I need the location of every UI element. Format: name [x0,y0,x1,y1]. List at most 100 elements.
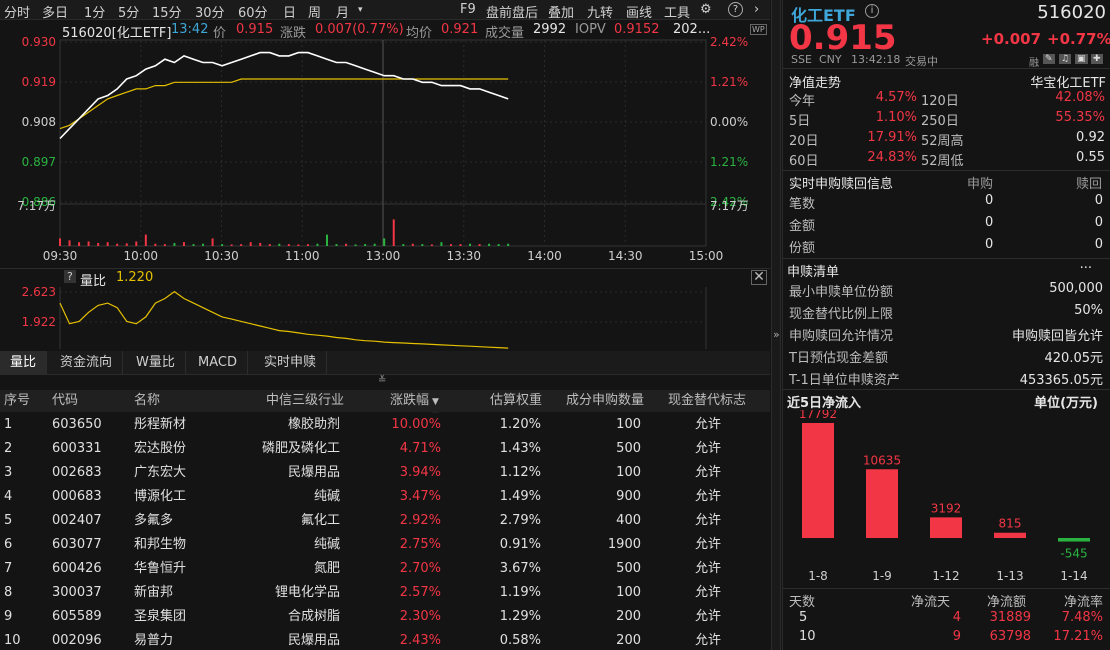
table-row[interactable]: 10 002096 易普力 民爆用品 2.43% 0.58% 200 允许 [0,629,770,650]
period-tab-week[interactable]: 周 [308,6,322,21]
y-right-tick: 0.00% [710,115,748,129]
col-header-industry[interactable]: 中信三级行业 [266,390,345,412]
table-row[interactable]: 1 603650 彤程新材 橡胶助剂 10.00% 1.20% 100 允许 [0,413,770,437]
overlay-button[interactable]: 叠加 [548,6,575,21]
table-cell: 0.58% [499,633,541,648]
volume-bar [354,244,357,246]
table-row[interactable]: 5 002407 多氟多 氟化工 2.92% 2.79% 400 允许 [0,509,770,533]
col-header-qty[interactable]: 成分申购数量 [566,390,645,412]
perf-label: 60日 [789,154,819,169]
period-tab-day[interactable]: 日 [283,6,297,21]
panel-divider[interactable]: » [771,0,781,650]
table-row[interactable]: 6 603077 和邦生物 纯碱 2.75% 0.91% 1900 允许 [0,533,770,557]
table-row[interactable]: 9 605589 圣泉集团 合成树脂 2.30% 1.29% 200 允许 [0,605,770,629]
pin-icon[interactable]: ✚ [1091,54,1103,64]
col-header-code[interactable]: 代码 [52,390,79,412]
wp-badge-icon[interactable]: WP [750,24,767,35]
period-tab-month[interactable]: 月 [336,6,350,21]
security-code: 516020 [1037,2,1106,23]
iopv-value: 0.9152 [614,22,660,37]
table-cell: 宏达股份 [134,441,187,456]
volume-bar [345,243,348,246]
settings-gear-icon[interactable]: ⚙ [700,2,712,17]
volume-bar [97,242,100,246]
volume-bar [411,243,414,246]
volume-bar [135,241,138,246]
nine-turn-button[interactable]: 九转 [587,6,614,21]
tab-fund-flow[interactable]: 资金流向 [50,351,124,375]
collapse-arrow-icon[interactable]: › [754,2,760,17]
table-cell: 1.29% [499,609,541,624]
period-tab-15min[interactable]: 15分 [152,6,182,21]
edit-icon[interactable]: ✎ [1043,54,1055,64]
col-header-cash-flag[interactable]: 现金替代标志 [668,390,747,412]
tab-realtime-creation[interactable]: 实时申赎 [254,351,328,375]
perf-label: 52周高 [921,134,964,149]
tab-w-volume-ratio[interactable]: W量比 [126,351,186,375]
flow-bar [930,517,962,538]
creation-list-label: T-1日单位申赎资产 [789,373,900,388]
table-row[interactable]: 7 600426 华鲁恒升 氮肥 2.70% 3.67% 500 允许 [0,557,770,581]
table-row[interactable]: 4 000683 博源化工 纯碱 3.47% 1.49% 900 允许 [0,485,770,509]
expand-right-icon[interactable]: » [773,328,780,341]
f9-button[interactable]: F9 [460,2,476,17]
table-cell: 华鲁恒升 [134,561,187,576]
table-cell: 2.92% [399,513,441,528]
period-tab-multiday[interactable]: 多日 [42,6,69,21]
col-header-weight[interactable]: 估算权重 [490,390,543,412]
period-tab-intraday[interactable]: 分时 [4,6,31,21]
volume-ratio-panel[interactable]: ? 量比 1.220 ✕ 2.623 1.922 [0,268,770,350]
volume-label: 成交量 [485,26,525,41]
perf-label: 20日 [789,134,819,149]
perf-value: 0.92 [1076,130,1105,145]
table-cell: 1900 [607,537,641,552]
table-row[interactable]: 2 600331 宏达股份 磷肥及磷化工 4.71% 1.43% 500 允许 [0,437,770,461]
close-panel-icon[interactable]: ✕ [751,270,767,285]
net-inflow-chart: 17792 1-8 10635 1-9 3192 1-12 815 1-13 -545 1-14 [799,410,1090,583]
period-tab-1min[interactable]: 1分 [84,6,106,21]
intraday-chart[interactable]: 0.930 2.42% 0.919 1.21% 0.908 0.00% 0.897 1.21%… [0,20,770,265]
table-cell: 纯碱 [313,537,340,552]
help-icon[interactable]: ? [728,2,743,17]
tab-volume-ratio[interactable]: 量比 [0,351,48,375]
sort-desc-icon[interactable]: ▼ [432,391,439,413]
table-cell: 氮肥 [313,561,340,576]
table-cell: 603650 [52,417,102,432]
fund-company[interactable]: 华宝化工ETF [1030,76,1106,91]
volume-bar [459,244,462,246]
volratio-help-icon[interactable]: ? [64,270,76,283]
lock-icon[interactable]: ▣ [1075,54,1088,64]
x-tick: 10:30 [204,249,239,263]
tab-macd[interactable]: MACD [188,351,248,375]
col-header-change-pct[interactable]: 涨跌幅 [390,390,430,412]
pre-post-market-button[interactable]: 盘前盘后 [486,6,539,21]
draw-line-button[interactable]: 画线 [626,6,653,21]
bell-icon[interactable]: ♫ [1059,54,1072,64]
period-tab-60min[interactable]: 60分 [238,6,268,21]
tools-button[interactable]: 工具 [664,6,691,21]
constituents-table: 序号 代码 名称 中信三级行业 涨跌幅 ▼ 估算权重 成分申购数量 现金替代标志… [0,390,770,650]
period-tab-5min[interactable]: 5分 [118,6,140,21]
table-cell: 允许 [695,561,722,576]
price-value: 0.915 [236,22,274,37]
nav-title[interactable]: 净值走势 [789,76,842,91]
realtime-subscribe-value: 0 [985,193,994,208]
period-tab-30min[interactable]: 30分 [195,6,225,21]
info-icon[interactable]: i [865,4,879,18]
volume-bar [68,240,71,246]
table-row[interactable]: 8 300037 新宙邦 锂电化学品 2.57% 1.19% 100 允许 [0,581,770,605]
col-header-name[interactable]: 名称 [134,390,161,412]
flow-category-label: 1-12 [932,569,959,583]
col-header-index[interactable]: 序号 [4,390,31,412]
y-left-tick: 0.908 [22,115,56,129]
volume-bar [325,234,328,246]
flow-stats-table: 天数 净流天 净流额 净流率 5 4 31889 7.48% 10 9 63798 17.21% [783,591,1110,650]
expand-chevron-icon[interactable]: ≚ [378,375,387,386]
table-row[interactable]: 3 002683 广东宏大 民爆用品 3.94% 1.12% 100 允许 [0,461,770,485]
volratio-y-tick: 1.922 [22,315,56,329]
table-cell: 4.71% [399,441,441,456]
more-dropdown-icon[interactable]: ▾ [358,5,363,15]
more-icon[interactable]: ··· [1079,261,1092,276]
volume-bar [469,243,472,246]
change-label: 涨跌 [280,26,307,41]
